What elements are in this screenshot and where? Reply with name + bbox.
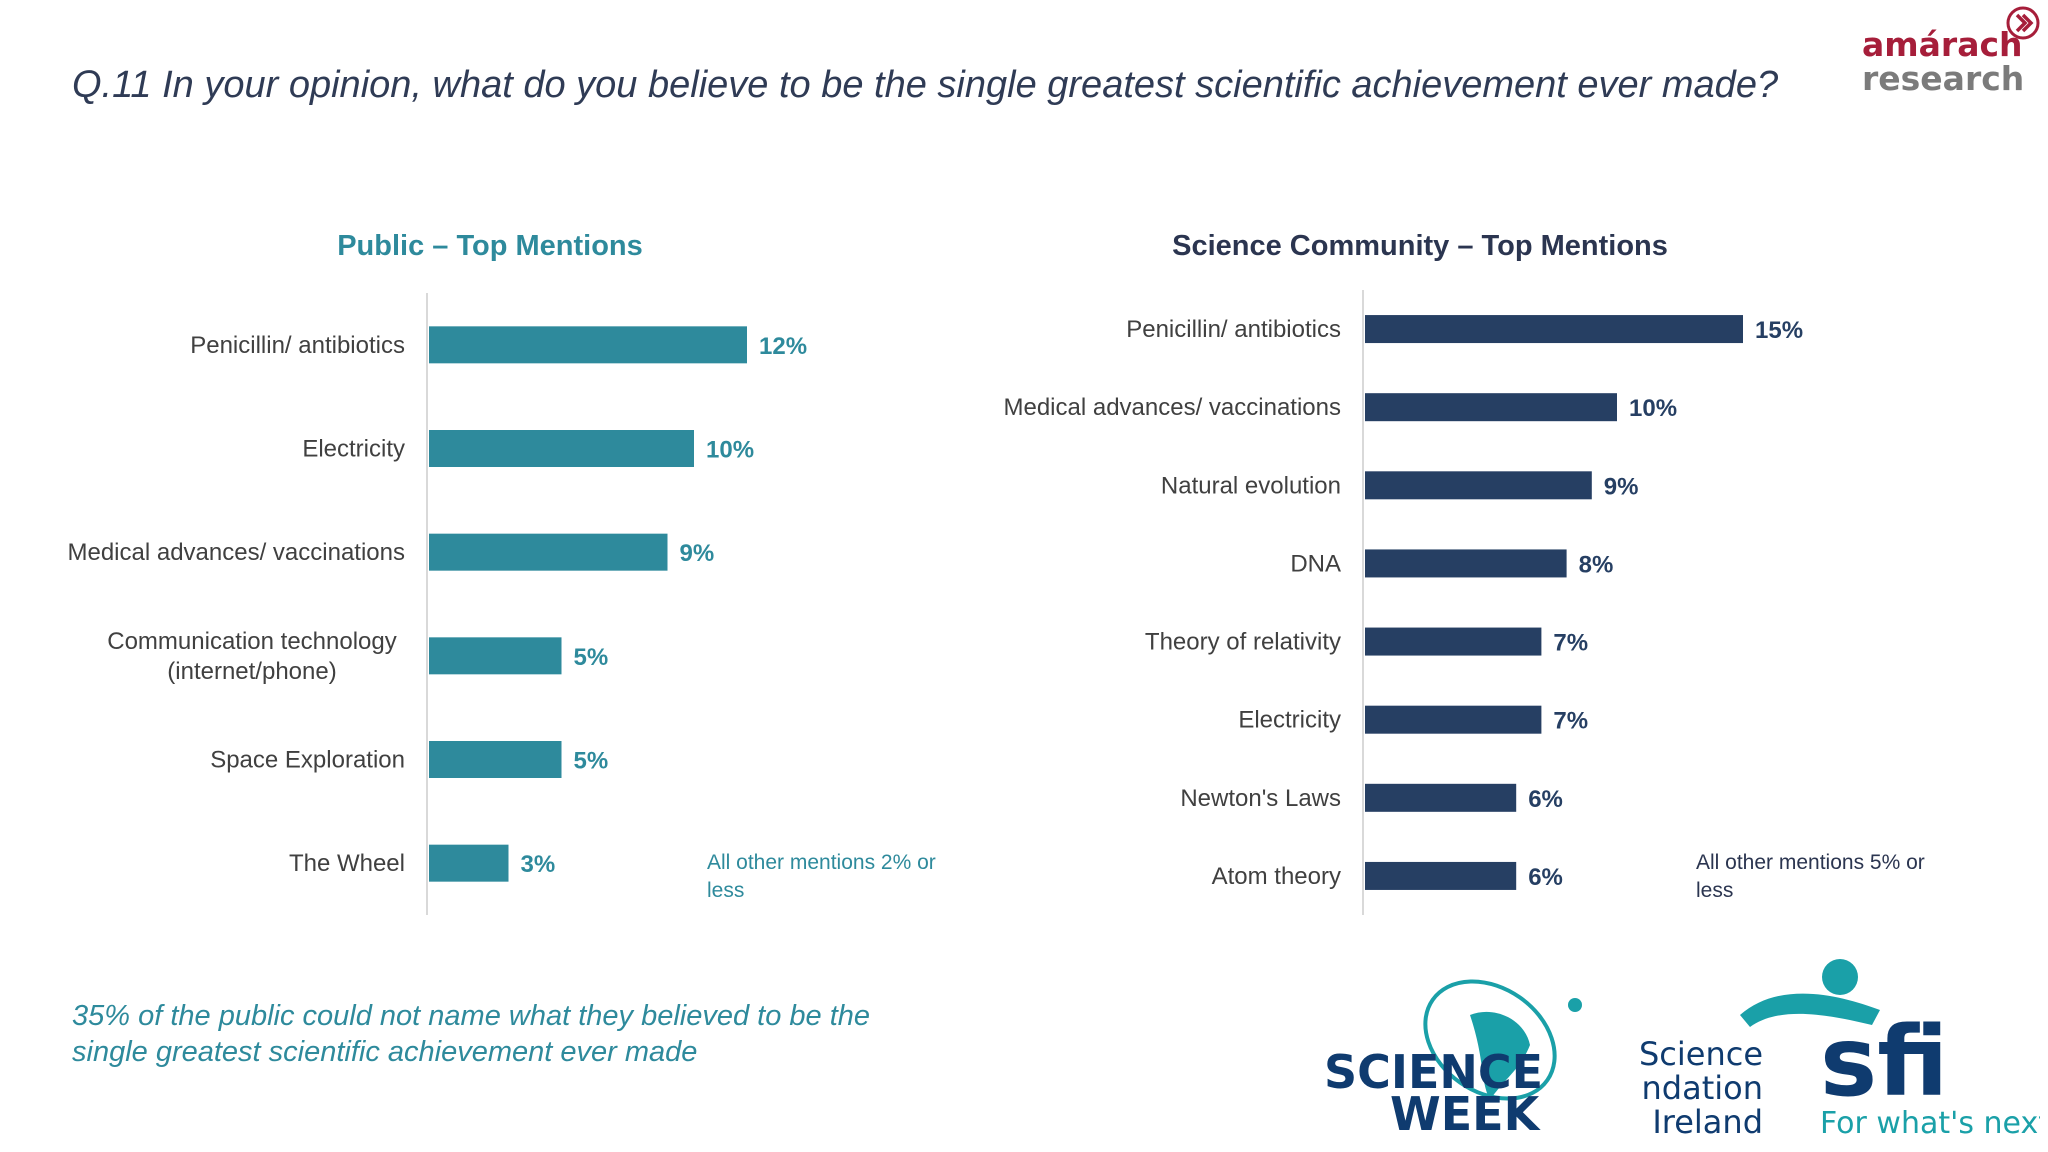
sfi-line3: Ireland xyxy=(1652,1103,1763,1141)
science-category-label: Penicillin/ antibiotics xyxy=(1126,316,1341,343)
public-category-label: Electricity xyxy=(302,436,405,463)
sfi-line1: Science xyxy=(1640,1035,1763,1073)
public-value-label: 10% xyxy=(706,437,754,464)
science-value-label: 9% xyxy=(1604,473,1639,500)
public-chart-title: Public – Top Mentions xyxy=(337,230,643,262)
public-category-label: Medical advances/ vaccinations xyxy=(67,539,405,566)
amarach-chevron-icon xyxy=(2006,6,2040,40)
public-category-label: The Wheel xyxy=(289,850,405,877)
science-value-label: 6% xyxy=(1528,864,1563,891)
science-bar xyxy=(1365,783,1517,812)
science-value-label: 10% xyxy=(1629,395,1677,422)
footnote: 35% of the public could not name what th… xyxy=(72,1000,871,1068)
public-bar-chart: 12% Penicillin/ antibiotics 10% Electricity… xyxy=(67,293,807,915)
amarach-research-logo: amárach research xyxy=(1862,25,2025,98)
science-bar xyxy=(1365,549,1567,578)
science-value-label: 7% xyxy=(1553,630,1588,657)
public-bar xyxy=(429,326,747,364)
sfi-logo: Science Foundation Ireland sfi For what'… xyxy=(1640,959,2040,1141)
public-other-mentions-note: All other mentions 2% or less xyxy=(707,851,936,902)
science-category-label: DNA xyxy=(1290,550,1341,577)
science-bar xyxy=(1365,471,1592,500)
public-value-label: 5% xyxy=(574,644,609,671)
public-bar xyxy=(429,430,694,467)
public-bar xyxy=(429,844,509,882)
science-value-label: 8% xyxy=(1579,551,1614,578)
public-value-label: 9% xyxy=(680,540,715,567)
question-title: Q.11 In your opinion, what do you believ… xyxy=(72,64,1779,106)
sfi-line2: Foundation xyxy=(1640,1069,1763,1107)
science-category-label: Medical advances/ vaccinations xyxy=(1003,394,1341,421)
science-category-label: Natural evolution xyxy=(1161,472,1341,499)
science-category-label: Atom theory xyxy=(1212,863,1341,890)
science-other-mentions-note: All other mentions 5% or less xyxy=(1696,851,1925,902)
public-value-label: 5% xyxy=(574,748,609,775)
sfi-tagline: For what's next xyxy=(1820,1106,2040,1141)
science-week-line2: WEEK xyxy=(1390,1087,1542,1140)
public-value-label: 3% xyxy=(521,851,556,878)
science-value-label: 6% xyxy=(1528,786,1563,813)
science-bar xyxy=(1365,861,1517,890)
science-bar xyxy=(1365,315,1743,344)
brand-line1: amárach xyxy=(1862,25,2023,64)
science-bar xyxy=(1365,627,1542,656)
brand-line2: research xyxy=(1862,59,2025,98)
science-week-line1: SCIENCE xyxy=(1324,1045,1543,1099)
science-category-label: Electricity xyxy=(1238,707,1341,734)
public-category-label: Penicillin/ antibiotics xyxy=(190,332,405,359)
public-bar xyxy=(429,533,668,571)
public-category-label: Communication technology (internet/phone) xyxy=(107,628,397,685)
science-category-label: Theory of relativity xyxy=(1145,629,1341,656)
science-category-label: Newton's Laws xyxy=(1180,785,1341,812)
science-chart-title: Science Community – Top Mentions xyxy=(1172,230,1668,262)
science-bar xyxy=(1365,705,1542,734)
science-value-label: 7% xyxy=(1553,708,1588,735)
public-value-label: 12% xyxy=(759,333,807,360)
science-value-label: 15% xyxy=(1755,317,1803,344)
public-category-label: Space Exploration xyxy=(210,747,405,774)
public-bar xyxy=(429,637,562,675)
public-bar xyxy=(429,741,562,778)
science-bar xyxy=(1365,393,1617,422)
science-week-logo: SCIENCE WEEK xyxy=(1324,979,1582,1140)
sfi-mark: sfi xyxy=(1820,1006,1948,1118)
science-bar-chart: 15% Penicillin/ antibiotics 10% Medical adv… xyxy=(1003,290,1803,915)
